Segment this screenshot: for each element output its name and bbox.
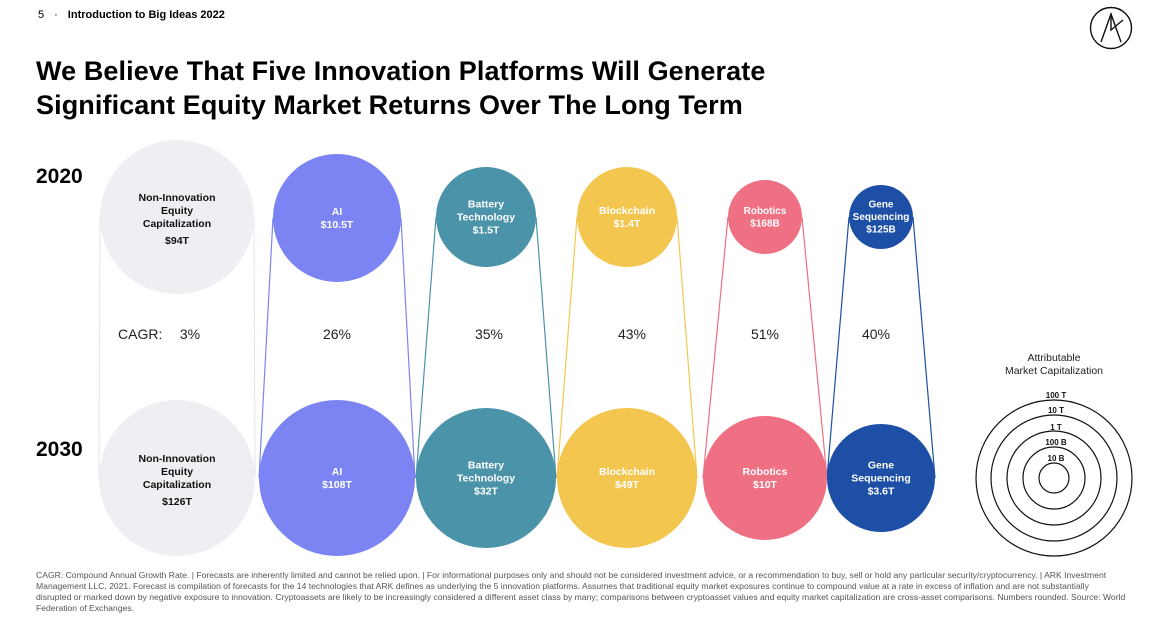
cagr-value-battery: 35%	[475, 326, 503, 342]
legend-ring-2	[990, 414, 1118, 542]
value-label-blockchain-2030: $49T	[615, 479, 640, 491]
bubble-2030-ai	[259, 400, 415, 556]
slide-title: We Believe That Five Innovation Platform…	[36, 54, 936, 122]
legend-ring-label-4: 100 B	[1045, 438, 1067, 447]
legend-title-line-2: Market Capitalization	[1005, 365, 1103, 377]
platform-label-robotics-2020: Robotics	[744, 206, 787, 217]
platform-label-blockchain-2030: Blockchain	[599, 466, 655, 478]
bubble-2020-robotics	[728, 180, 802, 254]
legend-ring-1	[975, 399, 1133, 557]
legend-ring-4	[1022, 446, 1086, 510]
value-label-robotics-2030: $10T	[753, 479, 778, 491]
cagr-value-ai: 26%	[323, 326, 351, 342]
slide-header: 5 · Introduction to Big Ideas 2022	[38, 9, 225, 21]
platform-label-battery-2030: Technology	[457, 472, 515, 484]
ark-logo-icon	[1089, 6, 1133, 50]
connector-right-blockchain	[676, 216, 698, 479]
year-label-2020: 2020	[36, 165, 83, 188]
year-label-2030: 2030	[36, 438, 83, 461]
connector-left-ai	[258, 217, 274, 479]
value-label-battery-2020: $1.5T	[473, 224, 500, 236]
platform-label-battery-2020: Technology	[457, 211, 515, 223]
bubble-2030-robotics	[703, 416, 827, 540]
value-label-robotics-2020: $168B	[750, 218, 779, 229]
bubble-2020-blockchain	[577, 167, 677, 267]
platform-label-non_innovation-2020: Equity	[161, 205, 193, 217]
platform-label-non_innovation-2030: Equity	[161, 466, 193, 478]
platform-label-gene-2020: Gene	[868, 200, 893, 211]
value-label-non_innovation-2030: $126T	[162, 496, 192, 508]
connector-right-robotics	[801, 216, 828, 479]
legend-ring-label-2: 10 T	[1048, 406, 1064, 415]
value-label-gene-2020: $125B	[866, 225, 895, 236]
cagr-value-robotics: 51%	[751, 326, 779, 342]
connector-left-gene	[826, 216, 850, 479]
title-line-1: We Believe That Five Innovation Platform…	[36, 56, 766, 86]
connector-right-non-innovation	[253, 216, 256, 479]
platform-label-blockchain-2020: Blockchain	[599, 205, 655, 217]
legend-title-line-1: Attributable	[1027, 352, 1080, 364]
bubble-2030-non_innovation	[99, 400, 255, 556]
platform-label-gene-2020: Sequencing	[853, 212, 910, 223]
connector-left-robotics	[702, 216, 729, 479]
bubble-2020-gene	[849, 185, 913, 249]
platform-label-battery-2020: Battery	[468, 198, 504, 210]
platform-label-non_innovation-2030: Non-Innovation	[139, 453, 216, 465]
cagr-value-blockchain: 43%	[618, 326, 646, 342]
section-title: Introduction to Big Ideas 2022	[67, 9, 225, 21]
legend-ring-5	[1038, 462, 1070, 494]
platform-label-non_innovation-2020: Non-Innovation	[139, 192, 216, 204]
footnote: CAGR: Compound Annual Growth Rate. | For…	[36, 570, 1126, 613]
platform-label-non_innovation-2030: Capitalization	[143, 479, 211, 491]
header-separator: ·	[54, 9, 58, 21]
value-label-ai-2020: $10.5T	[321, 219, 354, 231]
platform-label-gene-2030: Sequencing	[851, 472, 911, 484]
connector-right-ai	[400, 217, 416, 479]
bubble-2030-blockchain	[557, 408, 697, 548]
value-label-non_innovation-2020: $94T	[165, 235, 190, 247]
connector-right-battery	[535, 216, 557, 479]
legend-ring-label-1: 100 T	[1046, 391, 1067, 400]
legend-ring-3	[1006, 430, 1102, 526]
bubble-2020-non_innovation	[100, 140, 254, 294]
bubble-2020-ai	[273, 154, 401, 282]
platform-label-ai-2030: AI	[332, 466, 343, 478]
platform-label-battery-2030: Battery	[468, 459, 504, 471]
bubble-2030-gene	[827, 424, 935, 532]
platform-label-non_innovation-2020: Capitalization	[143, 218, 211, 230]
platform-label-robotics-2030: Robotics	[743, 466, 788, 478]
legend-ring-label-5: 10 B	[1048, 454, 1065, 463]
value-label-blockchain-2020: $1.4T	[614, 218, 641, 230]
platform-label-ai-2020: AI	[332, 206, 343, 218]
cagr-row-label: CAGR:	[118, 326, 162, 342]
legend-ring-label-3: 1 T	[1050, 423, 1062, 432]
cagr-value-non_innovation: 3%	[180, 326, 200, 342]
value-label-gene-2030: $3.6T	[868, 485, 895, 497]
page-number: 5	[38, 9, 45, 21]
connector-left-blockchain	[556, 216, 578, 479]
connector-left-battery	[415, 216, 437, 479]
title-line-2: Significant Equity Market Returns Over T…	[36, 90, 743, 120]
connector-left-non-innovation	[98, 216, 101, 479]
platform-label-gene-2030: Gene	[868, 459, 894, 471]
bubble-2020-battery	[436, 167, 536, 267]
value-label-battery-2030: $32T	[474, 485, 499, 497]
value-label-ai-2030: $108T	[322, 479, 352, 491]
bubble-2030-battery	[416, 408, 556, 548]
connector-right-gene	[912, 216, 936, 479]
cagr-value-gene: 40%	[862, 326, 890, 342]
